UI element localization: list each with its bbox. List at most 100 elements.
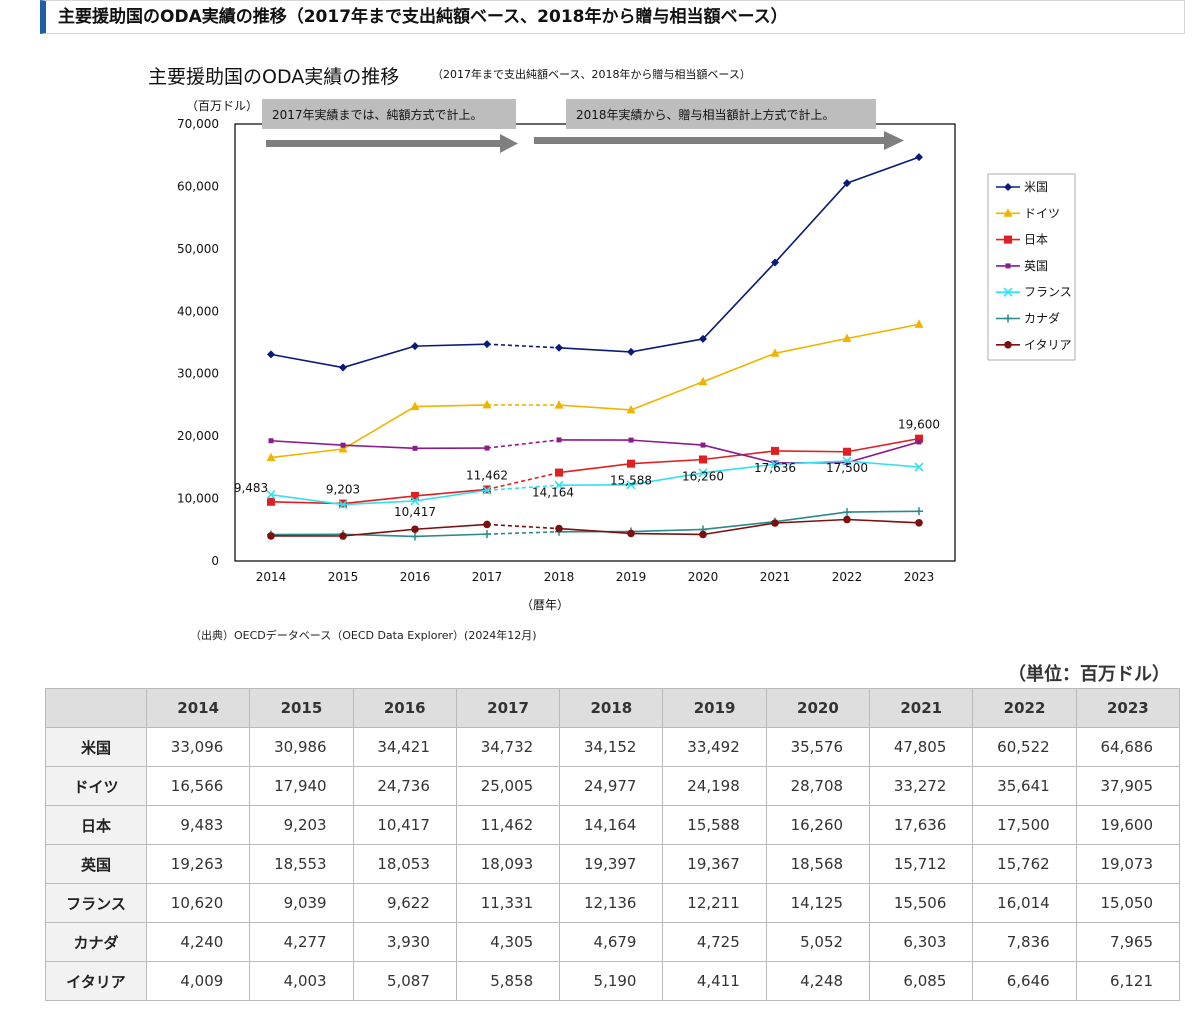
series-6-line-segment xyxy=(414,533,488,538)
table-value-cell: 3,930 xyxy=(352,922,457,962)
table-row: カナダ 4,240 4,277 3,930 4,305 4,679 4,725 5,052 6,… xyxy=(45,922,1181,962)
series-3-point xyxy=(267,497,275,506)
series-4-point xyxy=(556,437,562,443)
table-value-cell: 33,096 xyxy=(145,727,251,767)
series-2-point xyxy=(554,400,564,409)
series-1-point xyxy=(483,340,491,349)
series-7-point xyxy=(267,532,275,540)
series-1-line-segment xyxy=(414,343,488,347)
series-7-point xyxy=(627,529,635,538)
table-header: 2014 2015 2016 2017 2018 2019 2020 2021 2022 2023 xyxy=(45,688,1181,728)
legend-swatch-marker xyxy=(1004,314,1012,323)
x-tick-label: 2020 xyxy=(688,570,719,584)
table-country-cell: ドイツ xyxy=(45,766,147,806)
table-value-cell: 15,050 xyxy=(1075,883,1181,923)
series-3-point xyxy=(771,446,779,455)
series-2-line-segment xyxy=(630,381,704,411)
japan-data-label: 17,636 xyxy=(754,461,796,475)
table-value-cell: 15,506 xyxy=(869,883,974,923)
table-value-cell: 6,085 xyxy=(869,961,974,1001)
table-row: 日本 9,483 9,203 10,417 11,462 14,164 15,588 16,2… xyxy=(45,805,1181,845)
series-7-line-segment xyxy=(486,523,560,530)
chart-subtitle: （2017年まで支出純額ベース、2018年から贈与相当額ベース） xyxy=(432,67,751,81)
table-value-cell: 19,367 xyxy=(662,844,767,884)
series-5-point xyxy=(266,490,276,500)
series-7-line-segment xyxy=(702,522,776,536)
table-row: ドイツ 16,566 17,940 24,736 25,005 24,977 24,198 2… xyxy=(45,766,1181,806)
series-7-point xyxy=(915,518,923,527)
table-value-cell: 6,303 xyxy=(869,922,974,962)
table-country-cell: 日本 xyxy=(45,805,147,845)
table-value-cell: 9,483 xyxy=(145,805,251,845)
annotation-banner-grant xyxy=(566,99,876,129)
series-1-point xyxy=(267,350,275,359)
annotation-banner-net xyxy=(262,99,516,129)
series-5-line-segment xyxy=(846,460,920,468)
table-value-cell: 15,712 xyxy=(869,844,974,884)
table-value-cell: 9,622 xyxy=(352,883,457,923)
series-6-point xyxy=(915,507,923,516)
table-value-cell: 18,553 xyxy=(249,844,354,884)
series-6-point xyxy=(411,532,419,541)
series-2-point xyxy=(410,401,420,411)
series-4-point xyxy=(628,437,634,443)
table-value-cell: 47,805 xyxy=(869,727,974,767)
annotation-grant-text: 2018年実績から、贈与相当額計上方式で計上。 xyxy=(576,107,835,122)
series-2-line-segment xyxy=(702,352,776,383)
series-1-point xyxy=(411,342,419,351)
table-header-row: 2014 2015 2016 2017 2018 2019 2020 2021 2022 2023 xyxy=(45,688,1181,728)
series-7-point xyxy=(699,530,707,539)
table-value-cell: 5,858 xyxy=(455,961,561,1001)
series-1-line-segment xyxy=(342,345,416,369)
table-value-cell: 15,762 xyxy=(972,844,1077,884)
series-4-line-segment xyxy=(486,439,560,449)
series-5-line-segment xyxy=(414,489,488,502)
table-value-cell: 24,736 xyxy=(352,766,457,806)
japan-data-label: 16,260 xyxy=(682,469,724,483)
arrow-grant-shaft xyxy=(534,137,886,144)
series-5-line-segment xyxy=(342,500,416,506)
table-value-cell: 16,014 xyxy=(972,883,1077,923)
series-5-line-segment xyxy=(630,472,704,486)
table-value-cell: 33,492 xyxy=(662,727,767,767)
x-tick-label: 2018 xyxy=(544,570,575,584)
table-value-cell: 4,003 xyxy=(249,961,354,1001)
table-value-cell: 10,620 xyxy=(145,883,251,923)
series-2-point xyxy=(266,452,276,462)
table-value-cell: 16,566 xyxy=(145,766,251,806)
source-note: （出典）OECDデータベース（OECD Data Explorer）(2024年… xyxy=(190,629,537,642)
table-row: 英国 19,263 18,553 18,053 18,093 19,397 19,367 18… xyxy=(45,844,1181,884)
x-tick-label: 2017 xyxy=(472,570,503,584)
legend-label: イタリア xyxy=(1024,338,1072,352)
series-5-line-segment xyxy=(486,484,560,492)
table-country-cell: フランス xyxy=(45,883,147,923)
table-corner-cell xyxy=(45,688,147,728)
legend-swatch-marker xyxy=(1004,341,1012,349)
series-3-line-segment xyxy=(342,495,416,505)
y-tick-label: 70,000 xyxy=(177,117,219,131)
series-3-point xyxy=(699,455,707,464)
table-country-cell: カナダ xyxy=(45,922,147,962)
table-value-cell: 4,009 xyxy=(145,961,251,1001)
legend-swatch-marker xyxy=(1004,235,1012,244)
series-6-line-segment xyxy=(486,530,560,535)
series-4-line-segment xyxy=(342,444,416,450)
series-7-line-segment xyxy=(630,532,704,536)
series-5-point xyxy=(410,496,420,506)
series-1-point xyxy=(627,347,635,356)
table-year-header: 2020 xyxy=(765,688,871,728)
table-value-cell: 19,600 xyxy=(1075,805,1181,845)
y-tick-label: 50,000 xyxy=(177,242,219,256)
series-5-point xyxy=(626,480,636,490)
series-7-line-segment xyxy=(414,523,488,531)
series-2-point xyxy=(914,319,924,328)
table-value-cell: 4,411 xyxy=(662,961,767,1001)
series-3-point xyxy=(915,434,923,443)
series-7-line-segment xyxy=(774,518,848,524)
series-4-point xyxy=(844,460,850,466)
table-value-cell: 19,397 xyxy=(559,844,664,884)
table-value-cell: 9,039 xyxy=(249,883,354,923)
series-5-point xyxy=(770,459,780,469)
table-value-cell: 64,686 xyxy=(1075,727,1181,767)
series-4-point xyxy=(484,445,490,451)
